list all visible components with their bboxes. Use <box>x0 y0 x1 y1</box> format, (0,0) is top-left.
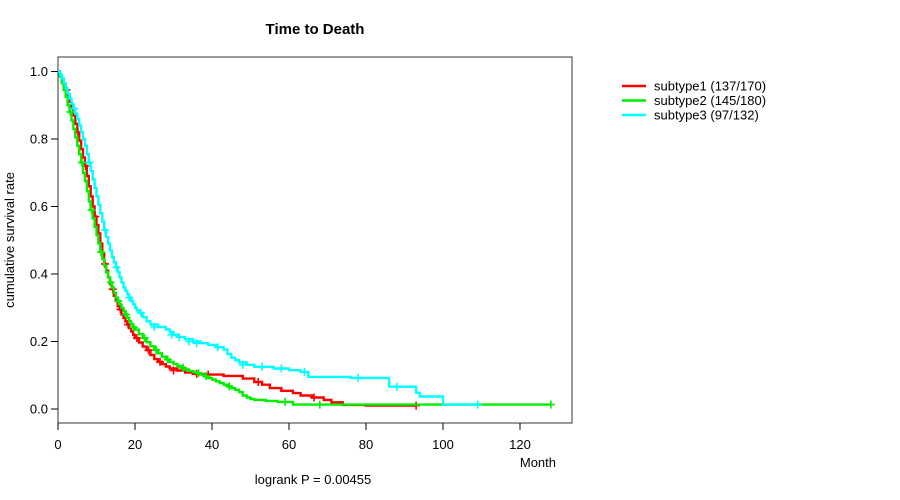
x-tick-label: 40 <box>205 437 219 452</box>
survival-curves <box>58 70 555 410</box>
legend-label-subtype3: subtype3 (97/132) <box>654 108 759 123</box>
x-axis: 0 20 40 60 80 100 120 <box>54 423 531 452</box>
y-tick-label: 0.6 <box>30 199 48 214</box>
survival-curve-subtype2 <box>58 70 551 406</box>
x-tick-label: 60 <box>282 437 296 452</box>
survival-curve-subtype1 <box>58 70 417 407</box>
legend: subtype1 (137/170) subtype2 (145/180) su… <box>622 79 766 123</box>
survival-curve-subtype3 <box>58 70 478 406</box>
legend-label-subtype2: subtype2 (145/180) <box>654 93 766 108</box>
y-axis-title: cumulative survival rate <box>2 172 17 308</box>
logrank-annotation: logrank P = 0.00455 <box>255 472 372 487</box>
plot-box <box>57 56 573 424</box>
legend-item-subtype1: subtype1 (137/170) <box>622 79 766 94</box>
x-axis-title: Month <box>520 455 556 470</box>
plot-title: Time to Death <box>266 21 365 38</box>
x-tick-label: 120 <box>509 437 531 452</box>
y-tick-label: 0.8 <box>30 132 48 147</box>
x-tick-label: 80 <box>359 437 373 452</box>
y-tick-label: 0.0 <box>30 402 48 417</box>
censor-marks-subtype2 <box>66 108 555 409</box>
legend-item-subtype2: subtype2 (145/180) <box>622 93 766 108</box>
censor-marks-subtype3 <box>70 104 482 409</box>
x-tick-label: 100 <box>432 437 454 452</box>
x-tick-label: 20 <box>128 437 142 452</box>
y-tick-label: 1.0 <box>30 64 48 79</box>
legend-label-subtype1: subtype1 (137/170) <box>654 79 766 94</box>
legend-item-subtype3: subtype3 (97/132) <box>622 108 759 123</box>
y-tick-label: 0.4 <box>30 267 48 282</box>
y-tick-label: 0.2 <box>30 334 48 349</box>
y-axis: 0.0 0.2 0.4 0.6 0.8 1.0 <box>30 64 58 417</box>
x-tick-label: 0 <box>54 437 61 452</box>
censor-marks-subtype1 <box>62 86 421 410</box>
